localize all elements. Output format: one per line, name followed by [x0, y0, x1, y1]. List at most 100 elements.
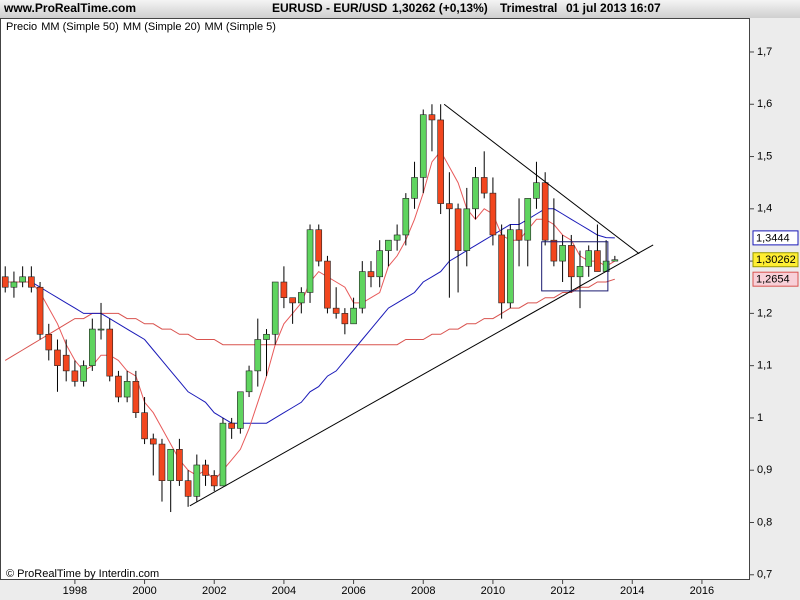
last-value-box [752, 252, 799, 268]
footer: © ProRealTime by Interdin.com [6, 568, 159, 580]
candle-body [437, 119, 444, 204]
header-bar [0, 0, 800, 18]
box-drawing [541, 241, 609, 292]
candle-body [219, 422, 227, 487]
candle-body [123, 381, 131, 398]
candle-body [237, 391, 244, 429]
candle-body [350, 307, 357, 325]
candle-body [289, 297, 296, 304]
candle-body [428, 114, 436, 121]
candle-body [611, 259, 619, 262]
plot-area [0, 18, 750, 580]
candle-body [507, 229, 514, 304]
candle-body [115, 375, 122, 398]
x-tick-label: 2014 [620, 585, 644, 597]
moving-average [4, 278, 615, 361]
candle-body [324, 260, 331, 309]
last-value-label: 1,30262 [756, 254, 796, 266]
subtitle: 1,30262 (+0,13%) [392, 1, 488, 15]
legend-entry: MM (Simple 5) [204, 21, 276, 33]
legend-entry: MM (Simple 50) [41, 21, 119, 33]
candle-body [298, 292, 305, 304]
candle-body [54, 349, 61, 366]
candle-body [489, 192, 497, 236]
candle-body [28, 276, 35, 288]
candle-body [358, 271, 366, 309]
x-tick-label: 2004 [272, 585, 296, 597]
y-tick-label: 0,8 [757, 516, 772, 528]
x-tick-label: 2006 [341, 585, 365, 597]
y-tick-label: 1,2 [757, 307, 772, 319]
x-tick-label: 2016 [690, 585, 714, 597]
candle-body [271, 281, 279, 335]
y-tick-label: 1,5 [757, 150, 772, 162]
candle-body [446, 203, 453, 210]
candle-body [149, 438, 157, 445]
chart-title: EURUSD - EUR/USD [272, 1, 388, 15]
x-axis-area [0, 580, 750, 600]
candle-body [10, 281, 18, 288]
legend-entry: MM (Simple 20) [123, 21, 201, 33]
candle-body [132, 381, 140, 414]
candle-body [184, 480, 192, 497]
x-tick-label: 2008 [411, 585, 435, 597]
candle-body [1, 276, 9, 288]
candle-body [254, 339, 262, 372]
y-tick-label: 0,9 [757, 464, 772, 476]
candle-body [402, 198, 410, 236]
x-tick-label: 1998 [63, 585, 87, 597]
candle-body [411, 177, 418, 199]
x-tick-label: 2000 [132, 585, 156, 597]
last-value-label: 1,3444 [756, 232, 790, 244]
candle-body [567, 245, 575, 278]
candle-body [202, 464, 209, 476]
candle-body [97, 328, 105, 331]
legend-entry: Precio [6, 21, 37, 33]
candle-body [193, 464, 201, 497]
x-tick-label: 2012 [550, 585, 574, 597]
y-tick-label: 1,1 [757, 360, 772, 372]
candle-body [89, 328, 96, 366]
candle-body [228, 422, 235, 429]
candle-body [559, 245, 566, 262]
candle-body [515, 229, 523, 241]
trendline [443, 103, 640, 255]
source: www.ProRealTime.com [3, 1, 136, 15]
candle-body [62, 354, 70, 372]
candle-body [454, 208, 462, 251]
candle-body [210, 475, 218, 487]
candle-body [167, 449, 174, 481]
y-tick-label: 0,7 [757, 569, 772, 581]
x-tick-label: 2010 [481, 585, 505, 597]
moving-average [5, 208, 615, 424]
candle-body [541, 182, 549, 241]
candle-body [480, 177, 488, 194]
candle-body [585, 250, 593, 267]
x-tick-label: 2002 [202, 585, 226, 597]
date: 01 jul 2013 16:07 [566, 1, 661, 15]
last-value-label: 1,2654 [756, 274, 790, 286]
last-value-box [752, 271, 799, 287]
candle-body [393, 234, 401, 241]
candle-body [106, 328, 114, 377]
candle-body [576, 266, 584, 278]
candle-body [550, 239, 558, 262]
candle-body [594, 250, 601, 272]
candle-body [315, 229, 323, 262]
candle-body [463, 208, 471, 251]
candle-body [533, 182, 540, 199]
candle-body [141, 412, 148, 440]
candle-body [367, 271, 375, 278]
candle-body [385, 239, 392, 251]
candle-body [472, 177, 479, 210]
trendline [189, 244, 654, 507]
candle-body [419, 114, 427, 178]
candle-body [263, 333, 270, 340]
candle-body [376, 250, 384, 278]
candle-body [498, 234, 505, 304]
period: Trimestral [500, 1, 557, 15]
candle-body [19, 276, 26, 283]
candle-body [332, 307, 340, 314]
